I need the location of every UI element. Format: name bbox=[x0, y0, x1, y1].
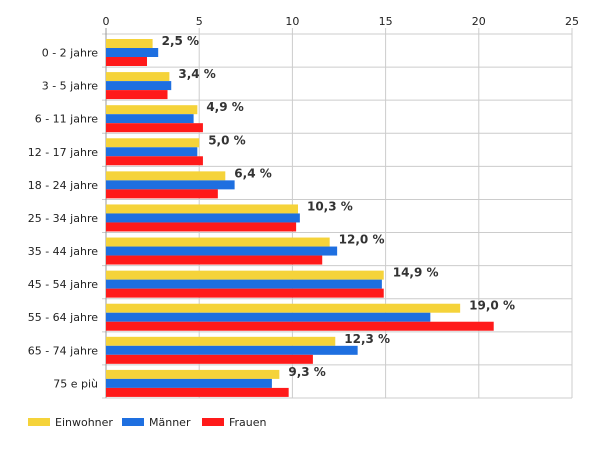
bar-einwohner bbox=[106, 204, 298, 214]
data-label: 4,9 % bbox=[206, 100, 243, 114]
bar-m-nner bbox=[106, 345, 358, 355]
bar-m-nner bbox=[106, 114, 194, 124]
data-label: 14,9 % bbox=[393, 266, 439, 280]
legend-label: Frauen bbox=[229, 416, 267, 429]
x-tick-label: 20 bbox=[472, 15, 486, 28]
bar-einwohner bbox=[106, 105, 198, 115]
legend-swatch bbox=[122, 418, 144, 426]
bar-m-nner bbox=[106, 48, 159, 57]
bar-frauen bbox=[106, 222, 297, 232]
data-label: 12,3 % bbox=[344, 332, 390, 346]
legend-label: Einwohner bbox=[55, 416, 113, 429]
bar-frauen bbox=[106, 321, 494, 331]
category-label: 3 - 5 jahre bbox=[42, 80, 99, 93]
category-label: 12 - 17 jahre bbox=[28, 146, 99, 159]
bar-frauen bbox=[106, 387, 289, 397]
bar-einwohner bbox=[106, 39, 153, 48]
x-axis-ticks: 0 5 10 15 20 25 bbox=[103, 15, 580, 28]
bar-frauen bbox=[106, 288, 384, 298]
x-tick-label: 15 bbox=[379, 15, 393, 28]
bar-m-nner bbox=[106, 213, 300, 223]
bar-frauen bbox=[106, 123, 203, 133]
category-label: 6 - 11 jahre bbox=[35, 113, 99, 126]
bar-einwohner bbox=[106, 270, 384, 280]
legend: Einwohner Männer Frauen bbox=[28, 416, 267, 429]
bar-einwohner bbox=[106, 336, 336, 346]
data-label: 3,4 % bbox=[178, 67, 215, 81]
category-label: 25 - 34 jahre bbox=[28, 212, 99, 225]
bar-einwohner bbox=[106, 72, 170, 82]
data-labels: 2,5 % 3,4 % 4,9 % 5,0 % 6,4 % 10,3 % 12,0 % 14,… bbox=[162, 34, 515, 379]
x-tick-label: 0 bbox=[103, 15, 110, 28]
data-label: 19,0 % bbox=[469, 299, 515, 313]
data-label: 6,4 % bbox=[234, 166, 271, 180]
legend-swatch bbox=[28, 418, 50, 426]
bar-m-nner bbox=[106, 246, 338, 256]
data-label: 12,0 % bbox=[339, 233, 385, 247]
bar-frauen bbox=[106, 354, 313, 364]
bar-einwohner bbox=[106, 369, 280, 379]
bar-m-nner bbox=[106, 147, 198, 157]
x-tick-label: 5 bbox=[196, 15, 203, 28]
data-label: 9,3 % bbox=[288, 365, 325, 379]
data-label: 10,3 % bbox=[307, 199, 353, 213]
bar-frauen bbox=[106, 255, 323, 265]
category-labels: 0 - 2 jahre 3 - 5 jahre 6 - 11 jahre 12 - 1… bbox=[28, 47, 99, 391]
bar-einwohner bbox=[106, 138, 200, 148]
category-label: 45 - 54 jahre bbox=[28, 278, 99, 291]
bar-m-nner bbox=[106, 180, 235, 190]
bar-m-nner bbox=[106, 81, 172, 91]
bar-frauen bbox=[106, 90, 168, 100]
category-label: 0 - 2 jahre bbox=[42, 47, 99, 60]
x-tick-label: 10 bbox=[285, 15, 299, 28]
legend-label: Männer bbox=[149, 416, 191, 429]
bar-m-nner bbox=[106, 312, 431, 322]
category-label: 65 - 74 jahre bbox=[28, 344, 99, 357]
category-label: 35 - 44 jahre bbox=[28, 245, 99, 258]
category-label: 55 - 64 jahre bbox=[28, 311, 99, 324]
bar-frauen bbox=[106, 57, 148, 66]
x-tick-label: 25 bbox=[565, 15, 579, 28]
bar-einwohner bbox=[106, 237, 330, 247]
category-label: 75 e più bbox=[53, 377, 98, 390]
bar-m-nner bbox=[106, 279, 382, 289]
bar-einwohner bbox=[106, 171, 226, 181]
bars bbox=[106, 39, 494, 397]
bar-einwohner bbox=[106, 303, 461, 313]
legend-swatch bbox=[202, 418, 224, 426]
gridlines bbox=[102, 28, 573, 399]
bar-frauen bbox=[106, 189, 218, 199]
bar-m-nner bbox=[106, 378, 272, 388]
data-label: 2,5 % bbox=[162, 34, 199, 48]
category-label: 18 - 24 jahre bbox=[28, 179, 99, 192]
data-label: 5,0 % bbox=[208, 133, 245, 147]
bar-frauen bbox=[106, 156, 203, 166]
